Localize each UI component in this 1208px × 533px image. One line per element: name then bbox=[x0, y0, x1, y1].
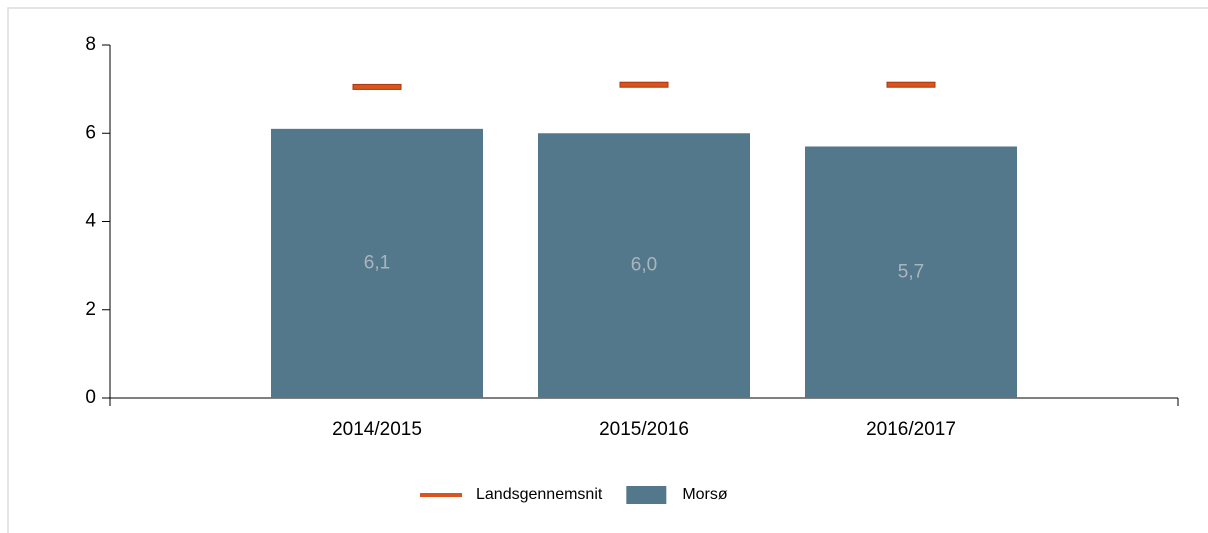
y-tick-label: 0 bbox=[85, 387, 96, 408]
frame bbox=[7, 7, 1208, 533]
bar bbox=[271, 128, 483, 398]
bar bbox=[538, 133, 750, 398]
marker bbox=[352, 83, 402, 90]
data-label: 6,1 bbox=[364, 252, 390, 273]
data-label: 6,0 bbox=[631, 255, 657, 276]
marker bbox=[619, 81, 669, 88]
x-tick-label: 2016/2017 bbox=[866, 419, 956, 440]
y-tick-label: 6 bbox=[85, 122, 96, 143]
legend-label: Landsgennemsnit bbox=[476, 486, 603, 503]
x-tick-label: 2014/2015 bbox=[332, 419, 422, 440]
y-tick-label: 2 bbox=[85, 299, 96, 320]
y-tick-label: 8 bbox=[85, 34, 96, 55]
bar bbox=[805, 146, 1017, 398]
y-tick-label: 4 bbox=[85, 211, 96, 232]
legend-swatch bbox=[626, 486, 667, 504]
legend-swatch bbox=[420, 493, 462, 497]
marker bbox=[886, 81, 936, 88]
legend-label: Morsø bbox=[682, 486, 728, 503]
data-label: 5,7 bbox=[898, 261, 924, 282]
x-tick-label: 2015/2016 bbox=[599, 419, 689, 440]
